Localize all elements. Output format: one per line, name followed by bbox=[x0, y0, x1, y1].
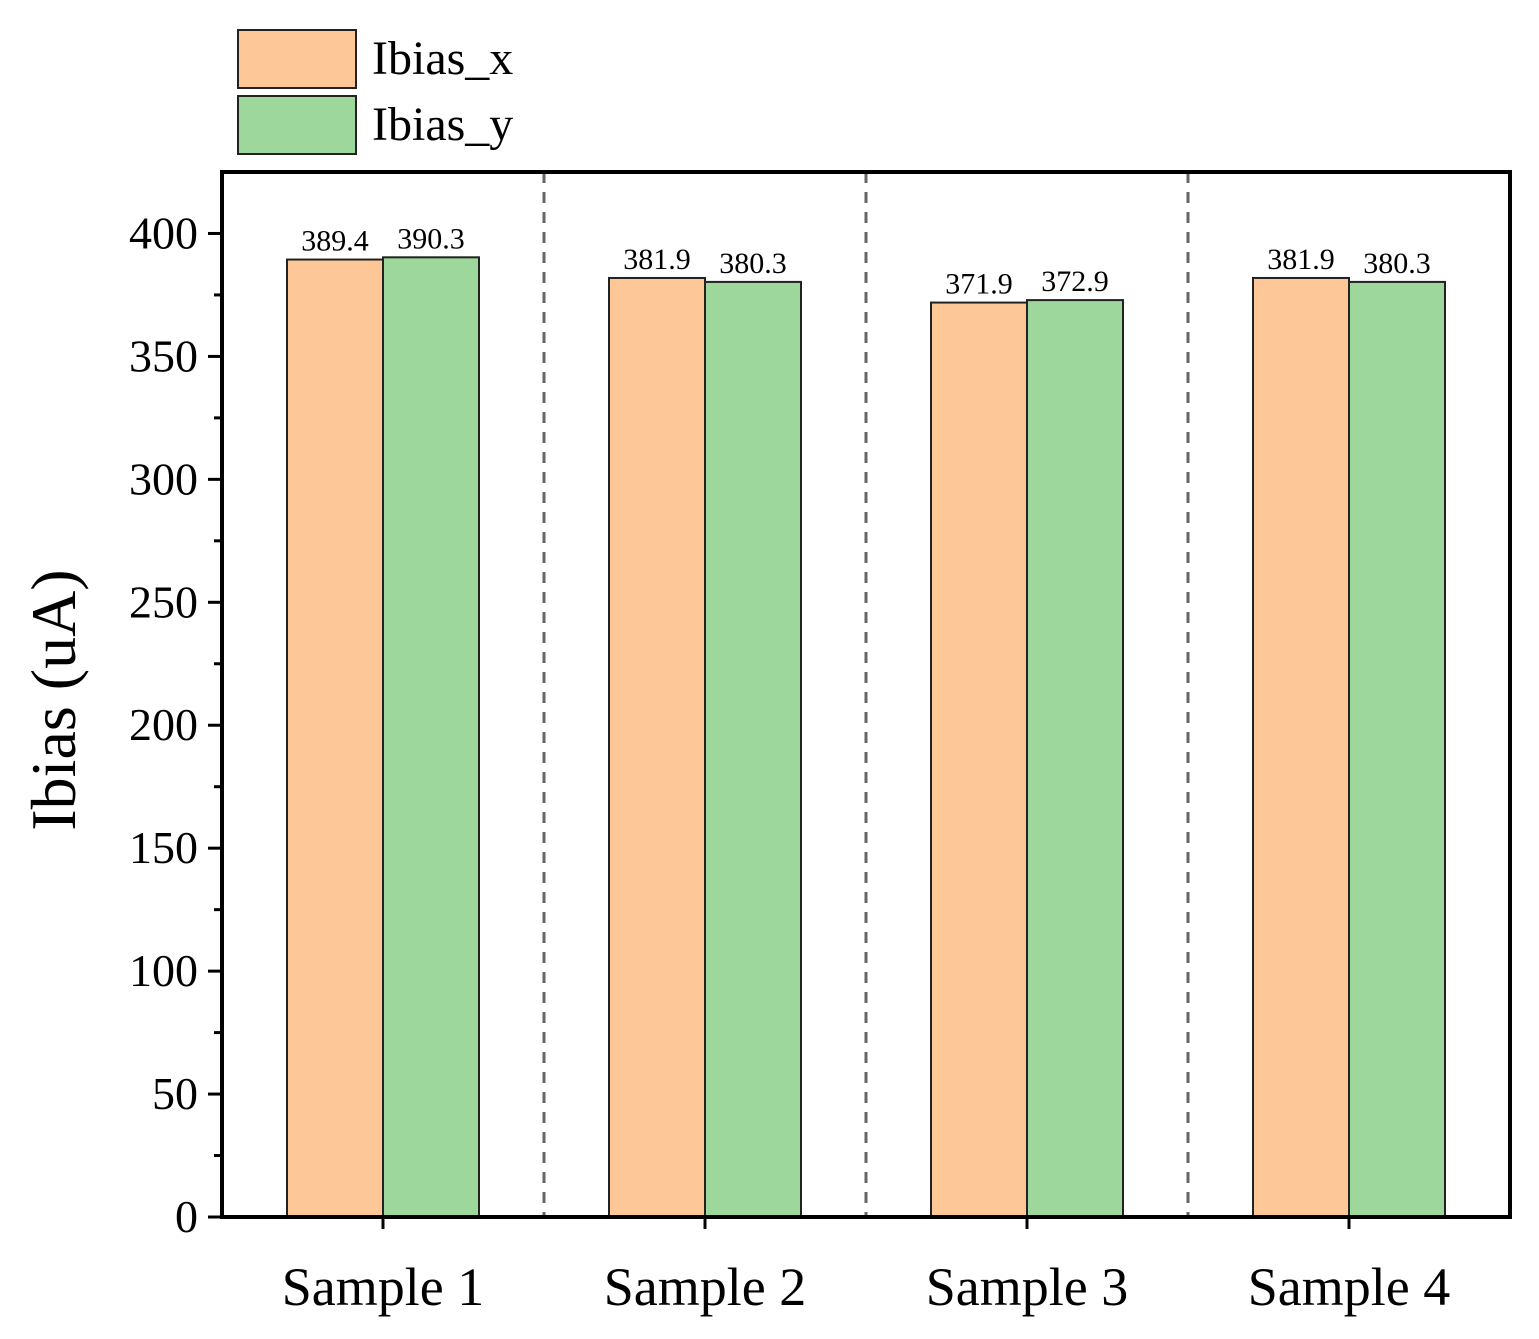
bar-ibias-y-1 bbox=[382, 256, 480, 1218]
y-tick-label: 200 bbox=[129, 699, 198, 750]
group-separators bbox=[542, 172, 1190, 1217]
data-label: 390.3 bbox=[397, 222, 465, 255]
axes: Sample 1 Sample 2 Sample 3 Sample 4 0 50 100 15… bbox=[129, 170, 1512, 1317]
data-label: 389.4 bbox=[301, 225, 369, 258]
y-tick-label: 0 bbox=[175, 1191, 198, 1242]
legend-label: Ibias_x bbox=[372, 32, 513, 85]
y-axis-title: Ibias (uA) bbox=[18, 569, 89, 830]
legend: Ibias_x Ibias_y bbox=[237, 29, 513, 155]
data-label: 381.9 bbox=[1267, 243, 1335, 276]
bar-ibias-x-2 bbox=[608, 276, 706, 1218]
x-tick-label: Sample 3 bbox=[926, 1257, 1128, 1317]
bar-ibias-y-2 bbox=[704, 280, 802, 1218]
y-tick-label: 50 bbox=[152, 1068, 198, 1119]
y-tick-label: 250 bbox=[129, 576, 198, 627]
legend-swatch-ibias-y bbox=[237, 95, 357, 155]
data-label: 380.3 bbox=[719, 247, 787, 280]
bars bbox=[286, 256, 1446, 1218]
bar-ibias-x-3 bbox=[930, 301, 1028, 1218]
bar-ibias-x-1 bbox=[286, 258, 384, 1218]
y-tick-label: 350 bbox=[129, 330, 198, 381]
y-tick-label: 300 bbox=[129, 453, 198, 504]
bar-ibias-x-4 bbox=[1252, 276, 1350, 1218]
data-label: 371.9 bbox=[945, 268, 1013, 301]
y-tick-label: 400 bbox=[129, 207, 198, 258]
bar-ibias-y-4 bbox=[1348, 280, 1446, 1218]
y-tick-label: 100 bbox=[129, 945, 198, 996]
data-label: 372.9 bbox=[1041, 265, 1109, 298]
data-labels: 389.4 390.3 381.9 380.3 371.9 372.9 381.9 380.3 bbox=[301, 222, 1431, 300]
x-tick-label: Sample 4 bbox=[1248, 1257, 1450, 1317]
data-label: 381.9 bbox=[623, 243, 691, 276]
y-tick-label: 150 bbox=[129, 822, 198, 873]
plot-frame bbox=[220, 170, 1512, 1219]
data-label: 380.3 bbox=[1363, 247, 1431, 280]
x-tick-label: Sample 2 bbox=[604, 1257, 806, 1317]
x-tick-label: Sample 1 bbox=[282, 1257, 484, 1317]
legend-swatch-ibias-x bbox=[237, 29, 357, 89]
bar-ibias-y-3 bbox=[1026, 299, 1124, 1218]
legend-label: Ibias_y bbox=[372, 98, 513, 151]
